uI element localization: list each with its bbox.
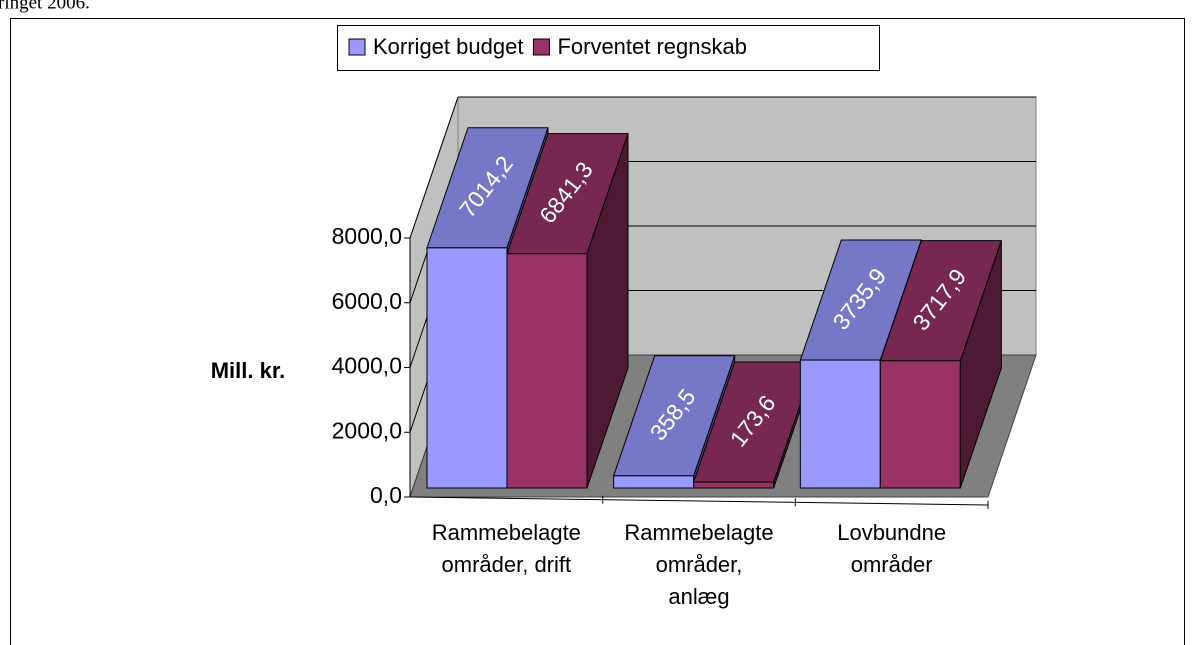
- bar-top: [612, 355, 736, 477]
- caption: ringet 2006.: [0, 0, 90, 13]
- bar-top: [879, 240, 1003, 362]
- bar-top: [426, 127, 549, 249]
- bar: [506, 133, 629, 489]
- bar-top: [799, 239, 923, 361]
- legend-box: [337, 25, 880, 71]
- bar-front: [693, 481, 775, 489]
- legend-label: Forventet regnskab: [557, 34, 747, 59]
- legend-swatch: [532, 38, 550, 56]
- y-axis-label: Mill. kr.: [211, 358, 286, 383]
- bar-top: [506, 133, 629, 255]
- x-tick-label: Lovbundne områder: [837, 520, 946, 577]
- bar-front: [799, 359, 881, 489]
- bar: [879, 240, 1003, 489]
- bar-front: [426, 247, 508, 489]
- x-tick-label: Rammebelagte områder, anlæg: [624, 520, 773, 609]
- legend-swatch: [348, 38, 366, 56]
- bar-front: [506, 253, 588, 489]
- x-tick-label: Rammebelagte områder, drift: [432, 520, 581, 577]
- y-tick-label: 2000,0: [332, 417, 402, 443]
- legend-label: Korriget budget: [373, 34, 523, 59]
- x-axis: [409, 496, 989, 506]
- bar-front: [879, 360, 961, 489]
- y-tick-label: 8000,0: [332, 223, 402, 249]
- grid-line: [409, 96, 459, 239]
- y-tick-label: 4000,0: [332, 353, 402, 379]
- y-tick-label: 6000,0: [332, 288, 402, 314]
- y-tick-label: 0,0: [370, 482, 402, 508]
- bar-front: [613, 475, 695, 489]
